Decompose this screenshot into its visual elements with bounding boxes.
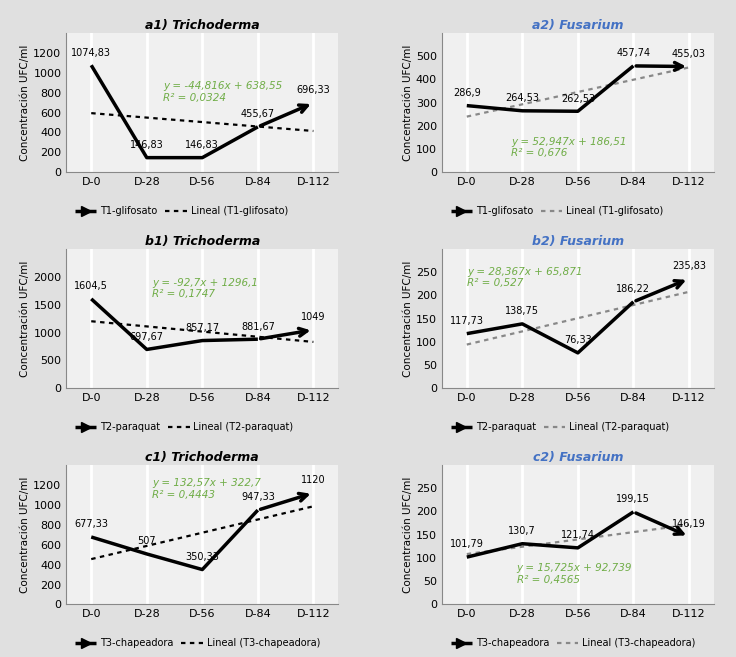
Y-axis label: Concentración UFC/ml: Concentración UFC/ml: [21, 260, 30, 377]
Legend: T1-glifosato, Lineal (T1-glifosato): T1-glifosato, Lineal (T1-glifosato): [447, 202, 668, 220]
Text: 264,53: 264,53: [506, 93, 539, 103]
Text: 138,75: 138,75: [506, 306, 539, 316]
Text: 1604,5: 1604,5: [74, 281, 108, 291]
Legend: T2-paraquat, Lineal (T2-paraquat): T2-paraquat, Lineal (T2-paraquat): [447, 419, 673, 436]
Text: 262,53: 262,53: [561, 93, 595, 104]
Title: a1) Trichoderma: a1) Trichoderma: [145, 18, 260, 32]
Y-axis label: Concentración UFC/ml: Concentración UFC/ml: [403, 260, 413, 377]
Text: 199,15: 199,15: [617, 494, 651, 504]
Text: 857,17: 857,17: [185, 323, 219, 333]
Y-axis label: Concentración UFC/ml: Concentración UFC/ml: [21, 45, 30, 161]
Text: y = -44,816x + 638,55
R² = 0,0324: y = -44,816x + 638,55 R² = 0,0324: [163, 81, 283, 102]
Text: 677,33: 677,33: [74, 519, 108, 530]
Text: 881,67: 881,67: [241, 321, 275, 332]
Y-axis label: Concentración UFC/ml: Concentración UFC/ml: [21, 476, 30, 593]
Y-axis label: Concentración UFC/ml: Concentración UFC/ml: [403, 45, 413, 161]
Text: 696,33: 696,33: [297, 85, 330, 95]
Text: 457,74: 457,74: [616, 48, 651, 58]
Text: 286,9: 286,9: [453, 88, 481, 98]
Text: 76,33: 76,33: [564, 335, 592, 345]
Text: y = -92,7x + 1296,1
R² = 0,1747: y = -92,7x + 1296,1 R² = 0,1747: [152, 277, 258, 299]
Text: 146,19: 146,19: [672, 519, 706, 529]
Text: y = 15,725x + 92,739
R² = 0,4565: y = 15,725x + 92,739 R² = 0,4565: [517, 563, 632, 585]
Text: 1049: 1049: [301, 312, 325, 322]
Text: 947,33: 947,33: [241, 493, 275, 503]
Text: 146,83: 146,83: [185, 140, 219, 150]
Y-axis label: Concentración UFC/ml: Concentración UFC/ml: [403, 476, 413, 593]
Title: a2) Fusarium: a2) Fusarium: [532, 18, 623, 32]
Text: 455,03: 455,03: [672, 49, 706, 59]
Title: b1) Trichoderma: b1) Trichoderma: [145, 235, 260, 248]
Text: 697,67: 697,67: [130, 332, 164, 342]
Text: 455,67: 455,67: [241, 109, 275, 119]
Text: 1074,83: 1074,83: [71, 47, 111, 58]
Text: 117,73: 117,73: [450, 316, 484, 326]
Text: 1120: 1120: [301, 475, 326, 486]
Legend: T2-paraquat, Lineal (T2-paraquat): T2-paraquat, Lineal (T2-paraquat): [71, 419, 297, 436]
Legend: T3-chapeadora, Lineal (T3-chapeadora): T3-chapeadora, Lineal (T3-chapeadora): [71, 635, 324, 652]
Text: 101,79: 101,79: [450, 539, 484, 549]
Text: 121,74: 121,74: [561, 530, 595, 540]
Legend: T3-chapeadora, Lineal (T3-chapeadora): T3-chapeadora, Lineal (T3-chapeadora): [447, 635, 699, 652]
Text: 507: 507: [138, 536, 156, 546]
Text: y = 52,947x + 186,51
R² = 0,676: y = 52,947x + 186,51 R² = 0,676: [512, 137, 627, 158]
Legend: T1-glifosato, Lineal (T1-glifosato): T1-glifosato, Lineal (T1-glifosato): [71, 202, 291, 220]
Text: y = 132,57x + 322,7
R² = 0,4443: y = 132,57x + 322,7 R² = 0,4443: [152, 478, 261, 500]
Title: c2) Fusarium: c2) Fusarium: [533, 451, 623, 464]
Text: 146,83: 146,83: [130, 140, 163, 150]
Text: 186,22: 186,22: [616, 284, 651, 294]
Title: c1) Trichoderma: c1) Trichoderma: [146, 451, 259, 464]
Text: y = 28,367x + 65,871
R² = 0,527: y = 28,367x + 65,871 R² = 0,527: [467, 267, 582, 288]
Text: 350,33: 350,33: [185, 552, 219, 562]
Text: 130,7: 130,7: [509, 526, 537, 536]
Text: 235,83: 235,83: [672, 261, 706, 271]
Title: b2) Fusarium: b2) Fusarium: [532, 235, 624, 248]
